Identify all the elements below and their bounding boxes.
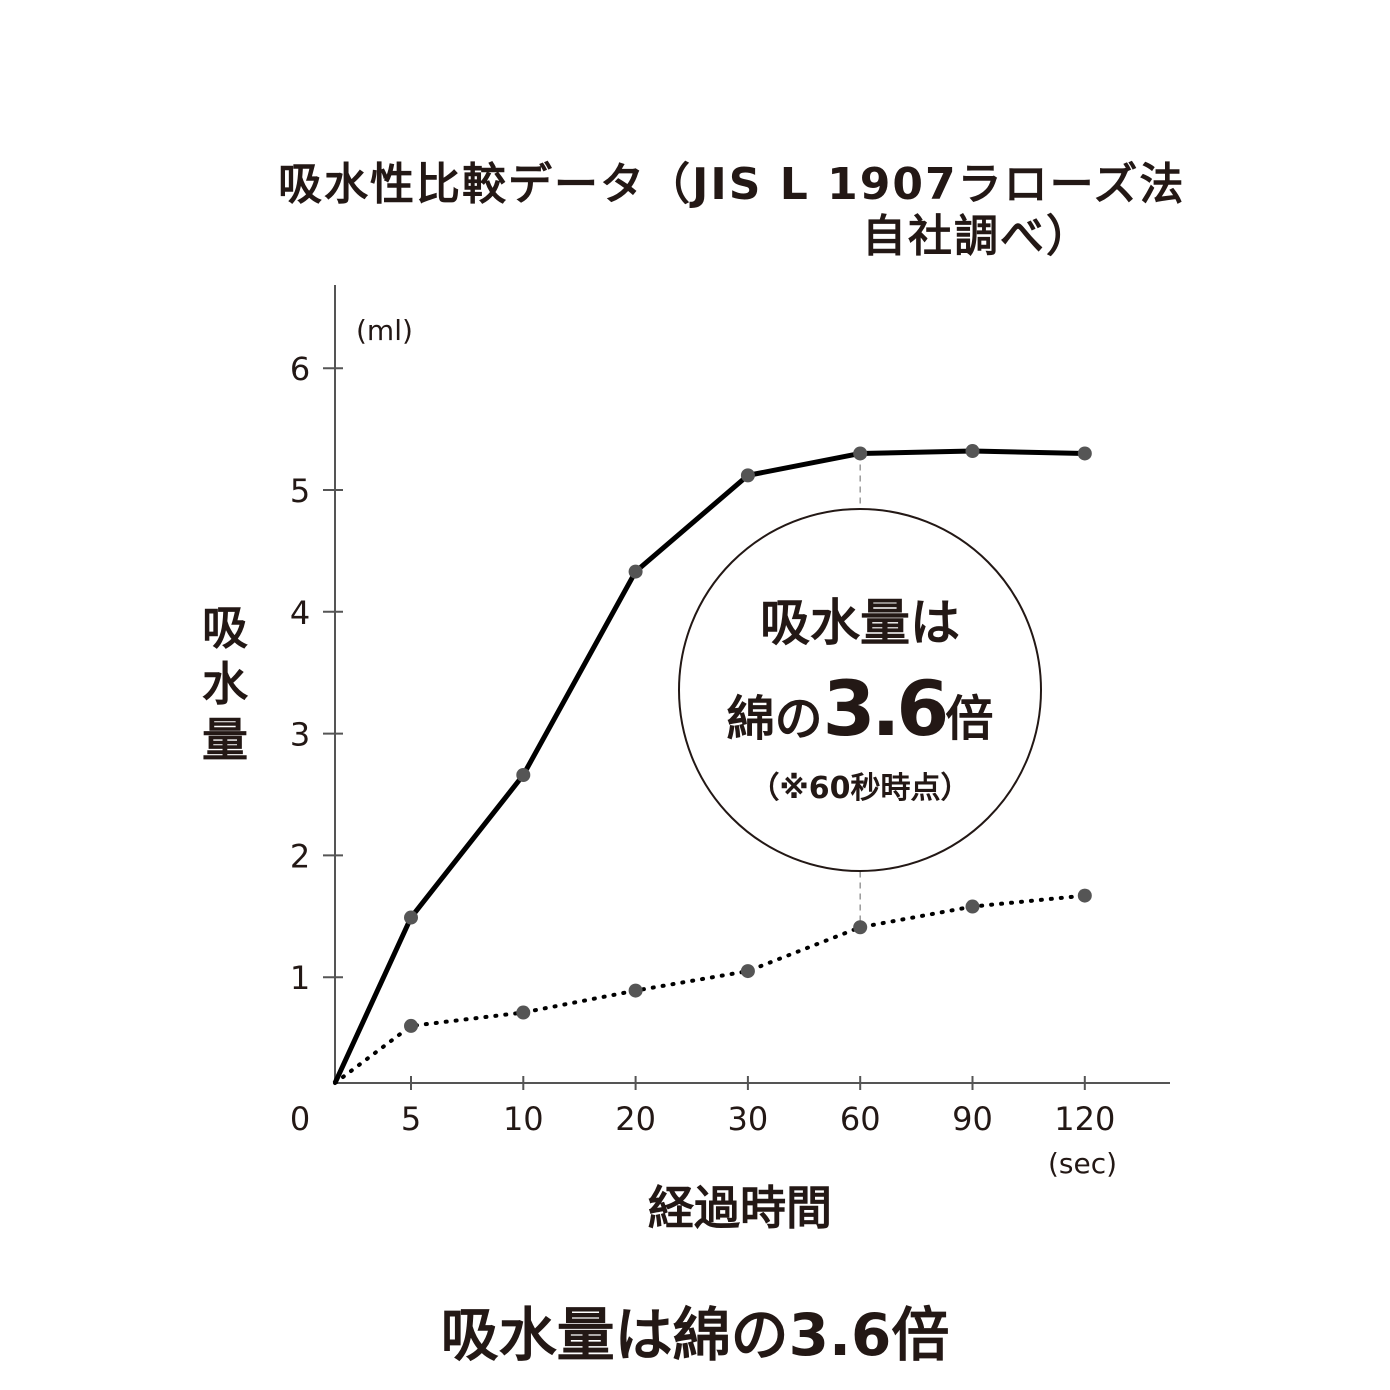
data-point-cotton xyxy=(740,964,755,979)
x-tick-label: 0 xyxy=(290,1100,310,1138)
series-line-product xyxy=(332,448,1085,1085)
x-tick-label: 120 xyxy=(1054,1100,1115,1138)
data-point-product xyxy=(965,444,980,459)
y-tick-label: 2 xyxy=(290,837,310,875)
data-point-product xyxy=(516,768,531,783)
chart-title-line1: 吸水性比較データ（JIS L 1907ラローズ法 xyxy=(278,159,1186,210)
data-point-product xyxy=(853,446,868,461)
x-axis-label: 経過時間 xyxy=(648,1181,832,1235)
callout: 吸水量は 綿の3.6倍 （※60秒時点） xyxy=(678,508,1042,872)
data-point-product xyxy=(740,468,755,483)
data-point-product xyxy=(628,564,643,579)
y-tick-label: 3 xyxy=(290,716,310,754)
callout-line1: 吸水量は xyxy=(760,594,960,652)
y-tick-label: 5 xyxy=(290,472,310,510)
data-point-cotton xyxy=(965,899,980,914)
callout-note: （※60秒時点） xyxy=(750,771,971,806)
y-tick-label: 4 xyxy=(290,594,310,632)
x-tick-label: 60 xyxy=(840,1100,881,1138)
callout-circle xyxy=(678,508,1042,872)
chart-title-line2: 自社調べ） xyxy=(862,211,1092,262)
data-point-cotton xyxy=(1077,888,1092,903)
x-tick-label: 5 xyxy=(401,1100,421,1138)
series-line-cotton xyxy=(333,893,1087,1085)
data-point-cotton xyxy=(404,1018,418,1033)
x-unit-label: (sec) xyxy=(1048,1147,1117,1180)
x-tick-label: 20 xyxy=(615,1100,656,1138)
x-tick-label: 30 xyxy=(728,1100,769,1138)
callout-line2: 綿の3.6倍 xyxy=(727,664,994,753)
data-point-cotton xyxy=(628,983,643,998)
y-tick-label: 6 xyxy=(290,350,310,388)
data-point-cotton xyxy=(516,1005,531,1020)
y-axis-label: 吸水量 xyxy=(202,601,248,767)
data-point-product xyxy=(404,910,418,925)
callout-text-cotton: 綿の xyxy=(727,691,823,747)
data-point-product xyxy=(1077,446,1092,461)
data-point-cotton xyxy=(853,920,868,935)
y-unit-label: (ml) xyxy=(356,314,413,347)
bottom-caption: 吸水量は綿の3.6倍 xyxy=(440,1301,950,1369)
x-tick-label: 10 xyxy=(503,1100,544,1138)
y-tick-label: 1 xyxy=(290,959,310,997)
callout-ratio: 3.6 xyxy=(823,664,946,753)
callout-text-times: 倍 xyxy=(945,691,993,747)
x-tick-label: 90 xyxy=(952,1100,993,1138)
